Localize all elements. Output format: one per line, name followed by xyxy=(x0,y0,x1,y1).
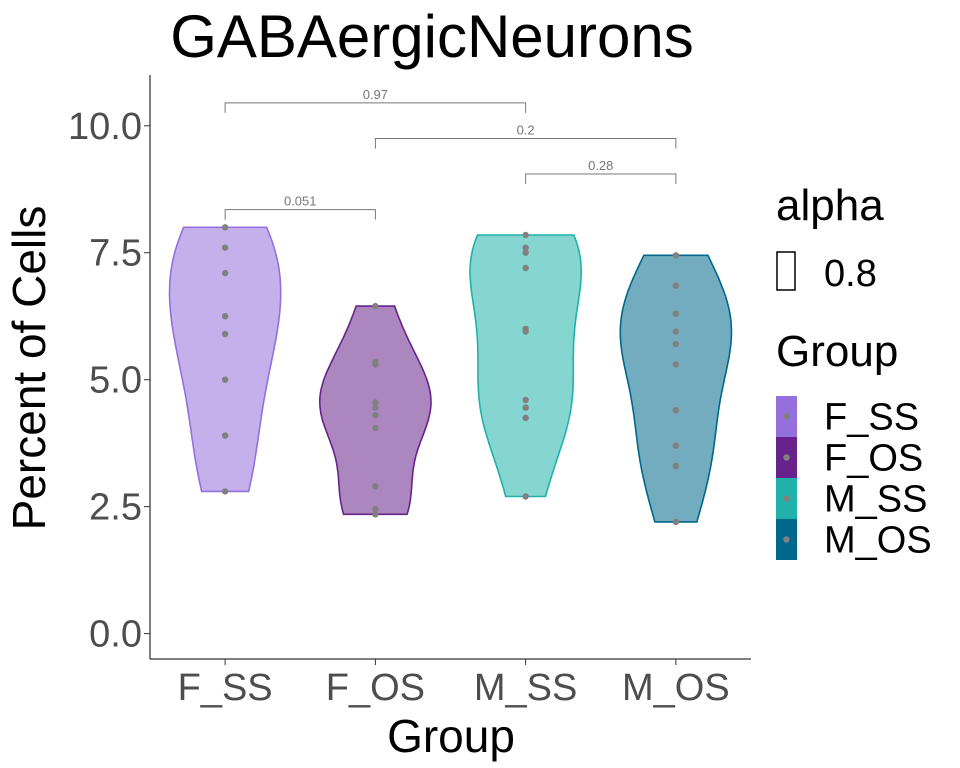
data-point xyxy=(221,432,229,439)
significance-bracket xyxy=(224,209,376,220)
data-point xyxy=(672,340,680,348)
data-point xyxy=(522,231,529,239)
y-tick-label: 7.5 xyxy=(89,233,142,275)
x-tick-label: F_OS xyxy=(326,667,425,709)
y-tick-label: 5.0 xyxy=(89,360,142,402)
legend-alpha-key xyxy=(776,251,796,291)
data-point xyxy=(672,328,680,335)
data-point xyxy=(672,282,680,289)
data-point xyxy=(372,506,379,513)
violin-m-ss xyxy=(469,234,582,498)
data-point xyxy=(522,493,529,500)
data-point xyxy=(672,442,680,449)
data-point xyxy=(372,424,379,432)
data-point xyxy=(522,404,529,411)
data-point xyxy=(372,399,379,406)
data-point xyxy=(221,488,229,495)
y-tick-label: 10.0 xyxy=(68,106,142,148)
data-point xyxy=(221,330,229,338)
legend-group-title: Group xyxy=(776,327,898,376)
p-value-label: 0.051 xyxy=(284,194,317,209)
data-point xyxy=(522,396,529,404)
data-point xyxy=(372,412,379,419)
significance-bracket xyxy=(374,137,677,149)
axes: 0.0 2.5 5.0 7.5 10.0 F_SS F_OS M_SS M_OS xyxy=(68,75,751,709)
p-value-label: 0.97 xyxy=(363,87,388,102)
x-tick-label: F_SS xyxy=(178,667,273,709)
legend-alpha-label: 0.8 xyxy=(824,253,877,295)
data-point xyxy=(221,269,229,277)
data-point xyxy=(672,462,680,470)
data-point xyxy=(672,407,680,414)
data-point xyxy=(522,414,529,421)
significance-bracket xyxy=(525,173,677,185)
x-tick-label: M_SS xyxy=(474,667,577,709)
data-point xyxy=(221,244,229,251)
data-point xyxy=(522,249,529,256)
legend-label: M_OS xyxy=(824,520,932,562)
chart-title: GABAergicNeurons xyxy=(170,3,694,70)
y-tick-label: 0.0 xyxy=(89,614,142,656)
data-point xyxy=(672,252,680,259)
p-value-label: 0.28 xyxy=(588,158,613,173)
plot-area: 0.051 0.28 0.2 0.97 xyxy=(168,87,733,526)
data-point xyxy=(221,376,229,383)
p-value-label: 0.2 xyxy=(517,122,535,137)
data-point xyxy=(522,328,529,335)
data-point xyxy=(522,244,529,251)
legend-alpha-title: alpha xyxy=(776,181,884,230)
legend-key-point xyxy=(783,413,790,420)
x-axis-title: Group xyxy=(387,710,515,762)
data-point xyxy=(672,518,680,526)
legend-key-point xyxy=(783,454,790,461)
data-point xyxy=(221,313,229,320)
data-point xyxy=(372,361,379,368)
legend-label: F_SS xyxy=(824,397,919,439)
x-tick-label: M_OS xyxy=(622,667,730,709)
y-axis-title: Percent of Cells xyxy=(3,206,55,531)
data-point xyxy=(221,224,229,231)
data-point xyxy=(372,511,379,518)
data-point xyxy=(372,404,379,411)
legend: alpha 0.8 Group F_SSF_OSM_SSM_OS xyxy=(776,181,932,562)
violin-m-os xyxy=(619,254,733,523)
data-point xyxy=(372,302,379,310)
data-point xyxy=(672,310,680,317)
legend-label: M_SS xyxy=(824,479,927,521)
legend-key-point xyxy=(783,495,790,502)
legend-key-point xyxy=(783,536,790,543)
data-point xyxy=(522,264,529,272)
data-point xyxy=(672,361,680,368)
data-point xyxy=(372,483,379,490)
y-tick-label: 2.5 xyxy=(89,487,142,529)
legend-label: F_OS xyxy=(824,438,923,480)
significance-bracket xyxy=(224,102,527,113)
violin-f-ss xyxy=(168,226,282,493)
